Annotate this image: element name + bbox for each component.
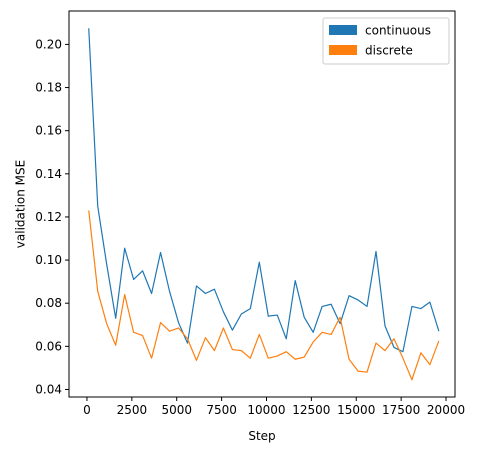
x-tick-label: 5000: [161, 403, 192, 417]
y-tick-label: 0.04: [35, 382, 62, 396]
y-tick-label: 0.08: [35, 296, 62, 310]
series-line-discrete: [88, 210, 440, 381]
legend-label-discrete: discrete: [365, 44, 413, 58]
legend: continuous discrete: [322, 17, 450, 65]
legend-label-continuous: continuous: [365, 24, 431, 38]
y-tick-label: 0.06: [35, 339, 62, 353]
x-tick-label: 17500: [382, 403, 420, 417]
y-tick-label: 0.18: [35, 81, 62, 95]
y-axis-label: validation MSE: [14, 160, 28, 248]
x-tick-label: 7500: [206, 403, 237, 417]
y-tick-label: 0.12: [35, 210, 62, 224]
x-tick-label: 0: [83, 403, 91, 417]
x-tick-label: 10000: [247, 403, 285, 417]
x-tick-label: 15000: [337, 403, 375, 417]
y-tick-label: 0.14: [35, 167, 62, 181]
x-tick-label: 2500: [117, 403, 148, 417]
x-axis-label: Step: [248, 429, 275, 443]
legend-swatch-continuous: [329, 25, 357, 35]
x-tick-label: 20000: [427, 403, 465, 417]
plot-content: [88, 28, 440, 381]
x-tick-label: 12500: [292, 403, 330, 417]
y-tick-label: 0.10: [35, 253, 62, 267]
x-axis-ticks: 0 2500 5000 7500 10000 12500 15000 17500 20000: [83, 397, 465, 417]
legend-swatch-discrete: [329, 45, 357, 55]
series-line-continuous: [88, 28, 440, 353]
y-tick-label: 0.16: [35, 124, 62, 138]
plot-frame: [68, 10, 456, 398]
y-tick-label: 0.20: [35, 37, 62, 51]
y-axis-ticks: 0.04 0.06 0.08 0.10 0.12 0.14 0.16 0.18 0.20: [35, 37, 69, 396]
